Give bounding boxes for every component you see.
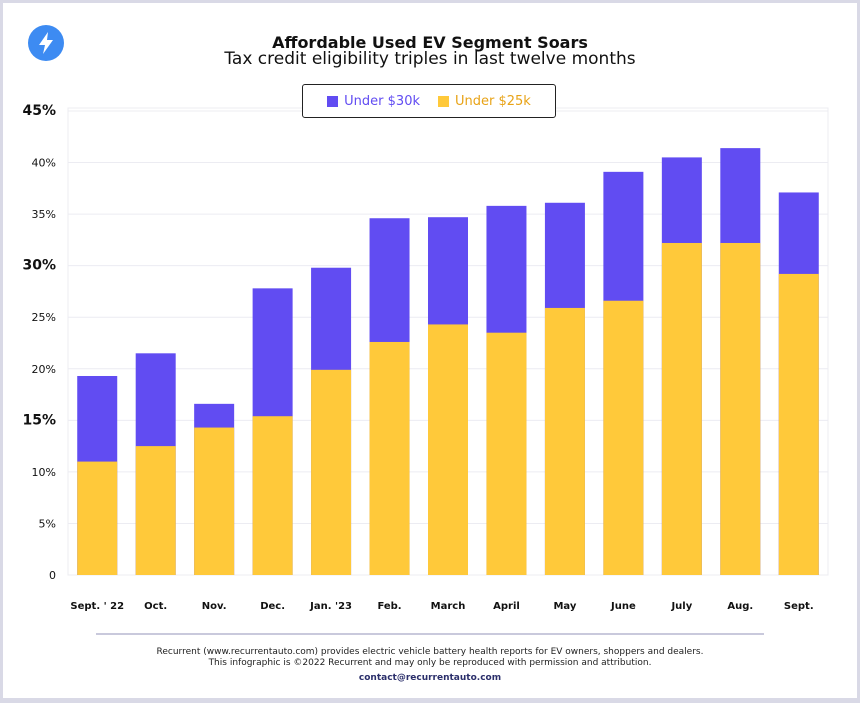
bar-under-25k [486, 332, 527, 575]
bar-under-25k [135, 446, 176, 575]
x-tick-label: Aug. [727, 601, 753, 612]
y-tick-label: 5% [39, 517, 56, 530]
x-tick-label: July [670, 601, 692, 612]
bar-chart: 0 5% 10% 15% 20% 25% 30% 35% 40% 45% Sept. ' 22 Oct… [22, 103, 829, 612]
lightning-bolt-icon [39, 32, 53, 54]
bar-under-25k [194, 427, 235, 575]
bar-under-25k [252, 416, 293, 575]
legend-label: Under $25k [455, 93, 531, 109]
x-tick-label: Sept. ' 22 [70, 601, 124, 612]
legend: Under $30k Under $25k [302, 84, 556, 118]
bar-under-25k [661, 242, 702, 575]
bar-under-25k [428, 324, 468, 575]
y-tick-label: 15% [22, 412, 56, 428]
x-tick-label: April [493, 601, 520, 612]
x-tick-label: Nov. [202, 601, 227, 612]
y-tick-label: 40% [32, 157, 56, 170]
footer-divider [96, 633, 764, 635]
y-tick-label: 30% [22, 258, 56, 274]
y-tick-label: 0 [49, 569, 56, 582]
footer-line-1: Recurrent (www.recurrentauto.com) provid… [156, 647, 704, 657]
x-tick-label: March [431, 601, 466, 612]
chart-title: Affordable Used EV Segment Soars [272, 33, 588, 52]
x-tick-label: Sept. [784, 601, 814, 612]
legend-item-under-25k: Under $25k [438, 94, 531, 109]
y-tick-label: 10% [32, 466, 56, 479]
legend-label: Under $30k [344, 93, 420, 109]
legend-item-under-30k: Under $30k [327, 94, 420, 109]
y-tick-label: 25% [32, 311, 56, 324]
legend-swatch [327, 95, 339, 107]
recurrent-logo [28, 25, 64, 61]
y-tick-label: 45% [22, 103, 56, 119]
x-tick-label: Dec. [260, 601, 285, 612]
bar-under-25k [311, 369, 352, 575]
x-tick-label: May [553, 601, 576, 612]
contact-link[interactable]: contact@recurrentauto.com [358, 673, 502, 683]
bar-under-25k [77, 461, 118, 575]
x-tick-label: Feb. [377, 601, 401, 612]
x-tick-label: Oct. [144, 601, 167, 612]
x-tick-label: Jan. '23 [309, 601, 352, 612]
x-tick-label: June [610, 601, 636, 612]
bar-under-25k [369, 341, 410, 575]
footer-line-2: This infographic is ©2022 Recurrent and … [208, 658, 652, 668]
bar-under-25k [544, 307, 585, 575]
bar-under-25k [603, 300, 644, 575]
legend-swatch [438, 95, 449, 107]
bar-under-25k [720, 242, 761, 575]
chart-subtitle: Tax credit eligibility triples in last t… [224, 49, 636, 69]
bar-under-25k [778, 273, 819, 575]
y-tick-label: 35% [32, 208, 56, 221]
y-tick-label: 20% [32, 363, 56, 376]
